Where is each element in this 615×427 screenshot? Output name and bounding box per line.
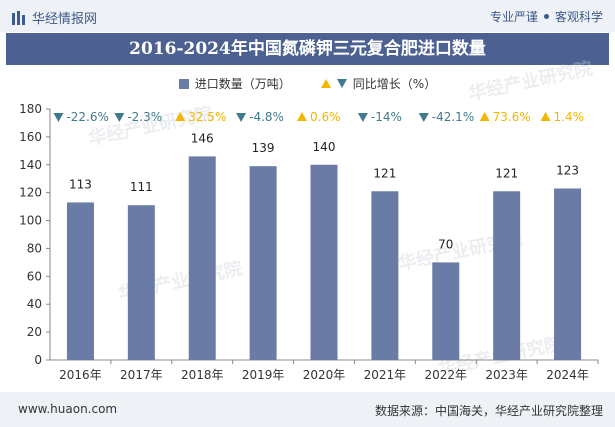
growth-up-triangle-icon xyxy=(175,112,186,121)
bar xyxy=(554,188,582,360)
bar xyxy=(432,262,460,360)
legend-growth-label: 同比增长（%） xyxy=(352,77,437,91)
y-tick-label: 100 xyxy=(19,214,42,228)
growth-label: 0.6% xyxy=(310,110,341,124)
y-tick-label: 20 xyxy=(27,325,42,339)
x-tick-label: 2021年 xyxy=(364,368,407,382)
y-tick-label: 120 xyxy=(19,186,42,200)
chart-legend: 进口数量（万吨） 同比增长（%） xyxy=(0,75,615,92)
growth-label: 32.5% xyxy=(188,110,226,124)
growth-down-triangle-icon xyxy=(236,113,247,122)
legend-down-triangle-icon xyxy=(336,79,347,88)
growth-label: -22.6% xyxy=(66,110,108,124)
growth-label: -4.8% xyxy=(249,110,284,124)
brand[interactable]: 华经情报网 xyxy=(12,8,97,27)
y-tick-label: 40 xyxy=(27,297,42,311)
legend-bar-swatch-icon xyxy=(178,78,189,89)
bar xyxy=(66,202,94,360)
x-tick-label: 2020年 xyxy=(303,368,346,382)
y-tick-label: 160 xyxy=(19,130,42,144)
brand-logo-icon xyxy=(12,10,25,25)
growth-down-triangle-icon xyxy=(53,113,64,122)
x-tick-label: 2024年 xyxy=(546,368,589,382)
footer-site-link[interactable]: www.huaon.com xyxy=(18,402,118,416)
growth-up-triangle-icon xyxy=(540,112,551,121)
growth-up-triangle-icon xyxy=(479,112,490,121)
top-bar: 华经情报网 专业严谨 客观科学 xyxy=(0,0,615,32)
growth-down-triangle-icon xyxy=(418,113,429,122)
bar-value-label: 139 xyxy=(252,141,275,155)
growth-down-triangle-icon xyxy=(114,113,125,122)
x-tick-label: 2022年 xyxy=(425,368,468,382)
bar-value-label: 111 xyxy=(130,180,153,194)
bar-value-label: 121 xyxy=(495,166,518,180)
x-tick-label: 2023年 xyxy=(485,368,528,382)
chart-title: 2016-2024年中国氮磷钾三元复合肥进口数量 xyxy=(6,33,609,65)
growth-label: -42.1% xyxy=(432,110,474,124)
y-tick-label: 180 xyxy=(19,102,42,116)
growth-label: 1.4% xyxy=(554,110,585,124)
bar-value-label: 113 xyxy=(69,177,92,191)
y-tick-label: 140 xyxy=(19,158,42,172)
legend-bar-label: 进口数量（万吨） xyxy=(194,77,291,91)
bar xyxy=(249,166,277,360)
y-tick-label: 0 xyxy=(34,353,42,367)
footer-source: 数据来源：中国海关，华经产业研究院整理 xyxy=(374,404,603,418)
x-tick-label: 2018年 xyxy=(181,368,224,382)
bar-value-label: 140 xyxy=(313,140,336,154)
bar xyxy=(371,191,399,360)
x-tick-label: 2017年 xyxy=(120,368,163,382)
separator-dot-icon xyxy=(543,14,549,19)
y-tick-label: 60 xyxy=(27,269,42,283)
x-tick-label: 2019年 xyxy=(242,368,285,382)
legend-up-triangle-icon xyxy=(320,79,331,88)
tag-professional: 专业严谨 xyxy=(489,10,538,24)
growth-down-triangle-icon xyxy=(357,113,368,122)
bar-value-label: 70 xyxy=(438,237,453,251)
growth-label: -2.3% xyxy=(127,110,162,124)
bar-chart: 华经产业研究院华经产业研究院华经产业研究院华经产业研究院华经产业研究院02040… xyxy=(19,57,599,382)
x-tick-label: 2016年 xyxy=(59,368,102,382)
y-tick-label: 80 xyxy=(27,241,42,255)
bar xyxy=(127,205,155,360)
growth-up-triangle-icon xyxy=(297,112,307,121)
growth-label: -14% xyxy=(371,110,402,124)
tag-objective: 客观科学 xyxy=(554,10,603,24)
bar-value-label: 146 xyxy=(191,131,214,145)
bar xyxy=(493,191,521,360)
bar xyxy=(188,156,216,360)
watermark-4: 华经产业研究院 xyxy=(466,57,594,105)
bar-value-label: 121 xyxy=(373,166,396,180)
bar-value-label: 123 xyxy=(556,163,579,177)
footer: www.huaon.com 数据来源：中国海关，华经产业研究院整理 xyxy=(0,392,615,427)
bar xyxy=(310,164,338,360)
header-tags: 专业严谨 客观科学 xyxy=(490,8,603,25)
brand-name: 华经情报网 xyxy=(32,12,98,27)
growth-label: 73.6% xyxy=(493,110,531,124)
